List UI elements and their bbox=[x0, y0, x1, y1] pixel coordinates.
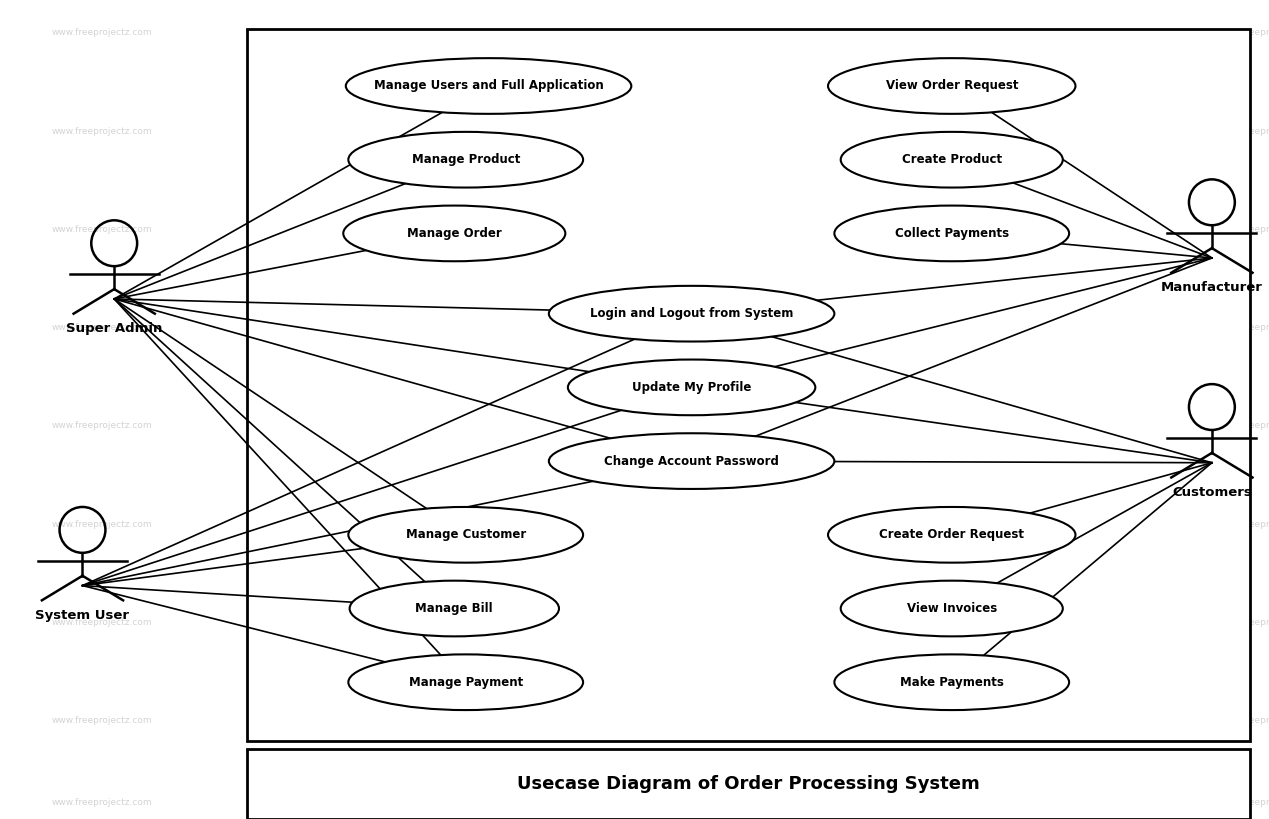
Text: www.freeprojectz.com: www.freeprojectz.com bbox=[533, 618, 634, 627]
Text: www.freeprojectz.com: www.freeprojectz.com bbox=[761, 618, 863, 627]
Text: Create Product: Create Product bbox=[902, 153, 1001, 166]
Text: www.freeprojectz.com: www.freeprojectz.com bbox=[761, 127, 863, 135]
Text: Update My Profile: Update My Profile bbox=[632, 381, 751, 394]
Text: www.freeprojectz.com: www.freeprojectz.com bbox=[1003, 127, 1104, 135]
Text: www.freeprojectz.com: www.freeprojectz.com bbox=[292, 225, 393, 233]
FancyBboxPatch shape bbox=[247, 749, 1250, 819]
Text: www.freeprojectz.com: www.freeprojectz.com bbox=[1218, 324, 1269, 332]
Text: www.freeprojectz.com: www.freeprojectz.com bbox=[761, 324, 863, 332]
Text: www.freeprojectz.com: www.freeprojectz.com bbox=[1218, 717, 1269, 725]
Text: Usecase Diagram of Order Processing System: Usecase Diagram of Order Processing Syst… bbox=[518, 776, 980, 793]
Text: www.freeprojectz.com: www.freeprojectz.com bbox=[51, 324, 152, 332]
Text: www.freeprojectz.com: www.freeprojectz.com bbox=[761, 717, 863, 725]
Text: www.freeprojectz.com: www.freeprojectz.com bbox=[533, 799, 634, 807]
Ellipse shape bbox=[840, 581, 1063, 636]
Text: www.freeprojectz.com: www.freeprojectz.com bbox=[761, 29, 863, 37]
Ellipse shape bbox=[835, 654, 1068, 710]
Text: www.freeprojectz.com: www.freeprojectz.com bbox=[292, 799, 393, 807]
Ellipse shape bbox=[343, 206, 565, 261]
Text: www.freeprojectz.com: www.freeprojectz.com bbox=[292, 520, 393, 528]
Text: Manage Product: Manage Product bbox=[411, 153, 520, 166]
Text: Manage Users and Full Application: Manage Users and Full Application bbox=[373, 79, 604, 93]
Text: www.freeprojectz.com: www.freeprojectz.com bbox=[1003, 422, 1104, 430]
Ellipse shape bbox=[829, 58, 1076, 114]
Text: Manage Order: Manage Order bbox=[407, 227, 501, 240]
FancyBboxPatch shape bbox=[247, 29, 1250, 741]
Text: www.freeprojectz.com: www.freeprojectz.com bbox=[51, 799, 152, 807]
Ellipse shape bbox=[348, 132, 584, 188]
Text: www.freeprojectz.com: www.freeprojectz.com bbox=[761, 799, 863, 807]
Text: www.freeprojectz.com: www.freeprojectz.com bbox=[761, 520, 863, 528]
Ellipse shape bbox=[348, 507, 584, 563]
Text: www.freeprojectz.com: www.freeprojectz.com bbox=[1003, 324, 1104, 332]
Text: www.freeprojectz.com: www.freeprojectz.com bbox=[1218, 799, 1269, 807]
Text: www.freeprojectz.com: www.freeprojectz.com bbox=[1003, 799, 1104, 807]
Text: www.freeprojectz.com: www.freeprojectz.com bbox=[51, 422, 152, 430]
Text: www.freeprojectz.com: www.freeprojectz.com bbox=[292, 29, 393, 37]
Text: www.freeprojectz.com: www.freeprojectz.com bbox=[51, 127, 152, 135]
Text: www.freeprojectz.com: www.freeprojectz.com bbox=[533, 324, 634, 332]
Text: www.freeprojectz.com: www.freeprojectz.com bbox=[292, 422, 393, 430]
Text: Change Account Password: Change Account Password bbox=[604, 455, 779, 468]
Ellipse shape bbox=[829, 507, 1076, 563]
Ellipse shape bbox=[569, 360, 816, 415]
Text: www.freeprojectz.com: www.freeprojectz.com bbox=[1218, 127, 1269, 135]
Text: www.freeprojectz.com: www.freeprojectz.com bbox=[51, 618, 152, 627]
Text: www.freeprojectz.com: www.freeprojectz.com bbox=[1218, 520, 1269, 528]
Text: System User: System User bbox=[36, 609, 129, 622]
Text: www.freeprojectz.com: www.freeprojectz.com bbox=[533, 520, 634, 528]
Text: Manufacturer: Manufacturer bbox=[1161, 281, 1263, 294]
Text: www.freeprojectz.com: www.freeprojectz.com bbox=[1003, 29, 1104, 37]
Text: Super Admin: Super Admin bbox=[66, 322, 162, 335]
Text: www.freeprojectz.com: www.freeprojectz.com bbox=[292, 717, 393, 725]
Text: www.freeprojectz.com: www.freeprojectz.com bbox=[533, 127, 634, 135]
Ellipse shape bbox=[348, 654, 584, 710]
Text: www.freeprojectz.com: www.freeprojectz.com bbox=[533, 225, 634, 233]
Text: Create Order Request: Create Order Request bbox=[879, 528, 1024, 541]
Text: www.freeprojectz.com: www.freeprojectz.com bbox=[1218, 618, 1269, 627]
Text: www.freeprojectz.com: www.freeprojectz.com bbox=[1003, 618, 1104, 627]
Text: www.freeprojectz.com: www.freeprojectz.com bbox=[1218, 29, 1269, 37]
Text: Manage Customer: Manage Customer bbox=[406, 528, 525, 541]
Text: www.freeprojectz.com: www.freeprojectz.com bbox=[292, 618, 393, 627]
Text: www.freeprojectz.com: www.freeprojectz.com bbox=[1218, 422, 1269, 430]
Text: Make Payments: Make Payments bbox=[900, 676, 1004, 689]
Text: Manage Payment: Manage Payment bbox=[409, 676, 523, 689]
Text: www.freeprojectz.com: www.freeprojectz.com bbox=[1003, 225, 1104, 233]
Ellipse shape bbox=[840, 132, 1063, 188]
Text: www.freeprojectz.com: www.freeprojectz.com bbox=[1003, 717, 1104, 725]
Text: www.freeprojectz.com: www.freeprojectz.com bbox=[51, 520, 152, 528]
Ellipse shape bbox=[345, 58, 632, 114]
Text: www.freeprojectz.com: www.freeprojectz.com bbox=[51, 29, 152, 37]
Ellipse shape bbox=[548, 433, 835, 489]
Text: www.freeprojectz.com: www.freeprojectz.com bbox=[533, 717, 634, 725]
Text: Manage Bill: Manage Bill bbox=[415, 602, 494, 615]
Text: www.freeprojectz.com: www.freeprojectz.com bbox=[1003, 520, 1104, 528]
Text: Collect Payments: Collect Payments bbox=[895, 227, 1009, 240]
Text: www.freeprojectz.com: www.freeprojectz.com bbox=[51, 225, 152, 233]
Text: www.freeprojectz.com: www.freeprojectz.com bbox=[51, 717, 152, 725]
Text: Customers: Customers bbox=[1173, 486, 1251, 499]
Text: www.freeprojectz.com: www.freeprojectz.com bbox=[292, 324, 393, 332]
Text: www.freeprojectz.com: www.freeprojectz.com bbox=[1218, 225, 1269, 233]
Text: www.freeprojectz.com: www.freeprojectz.com bbox=[292, 127, 393, 135]
Text: www.freeprojectz.com: www.freeprojectz.com bbox=[761, 225, 863, 233]
Ellipse shape bbox=[548, 286, 835, 342]
Text: www.freeprojectz.com: www.freeprojectz.com bbox=[533, 422, 634, 430]
Ellipse shape bbox=[835, 206, 1068, 261]
Text: www.freeprojectz.com: www.freeprojectz.com bbox=[761, 422, 863, 430]
Text: View Order Request: View Order Request bbox=[886, 79, 1018, 93]
Text: www.freeprojectz.com: www.freeprojectz.com bbox=[533, 29, 634, 37]
Ellipse shape bbox=[349, 581, 560, 636]
Text: Login and Logout from System: Login and Logout from System bbox=[590, 307, 793, 320]
Text: View Invoices: View Invoices bbox=[906, 602, 997, 615]
